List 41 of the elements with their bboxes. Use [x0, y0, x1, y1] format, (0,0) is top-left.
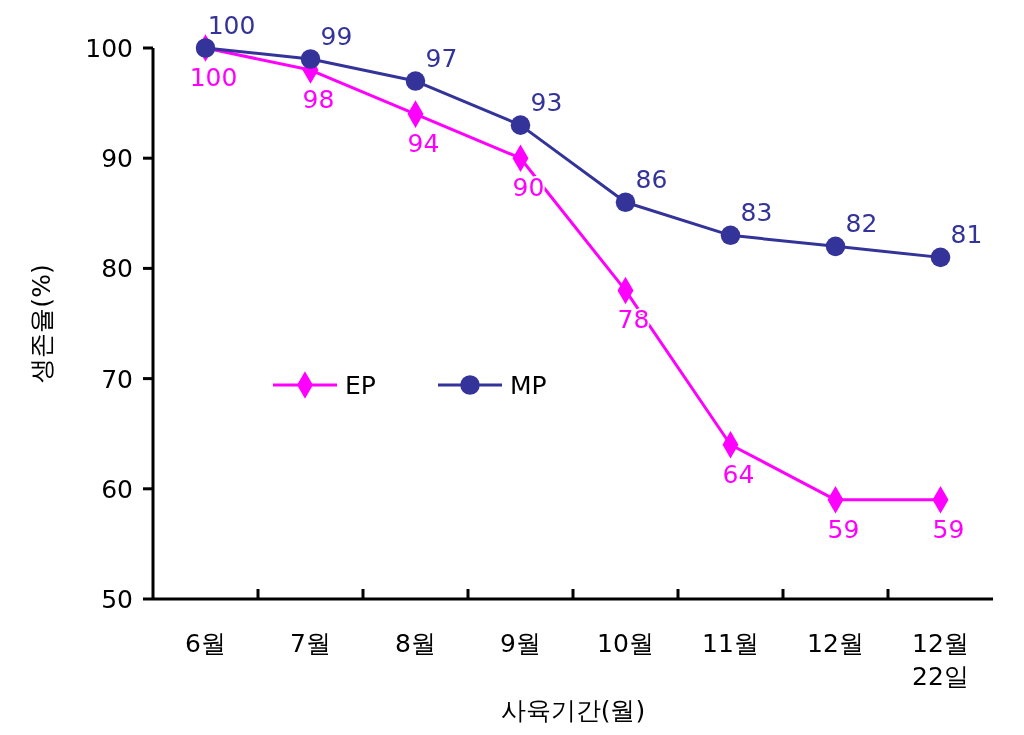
- point: [825, 236, 846, 257]
- x-tick-label: 7월: [290, 629, 331, 658]
- x-tick-label: 10월: [597, 629, 654, 658]
- point: [405, 71, 426, 91]
- y-tick-label: 100: [85, 34, 133, 63]
- x-tick-label: 12월 22일: [912, 629, 969, 691]
- data-label: 81: [950, 220, 983, 250]
- data-label: 100: [207, 11, 256, 40]
- data-label: 98: [302, 85, 335, 115]
- point: [195, 38, 216, 58]
- x-tick-label: 6월: [185, 629, 226, 658]
- data-label: 64: [722, 459, 755, 489]
- data-label: 97: [425, 44, 458, 74]
- data-label: 99: [320, 22, 353, 52]
- y-tick-label: 60: [101, 474, 133, 504]
- point: [930, 247, 951, 268]
- x-tick-label: 8월: [395, 629, 436, 658]
- x-tick-label: 9월: [500, 629, 541, 658]
- data-label: 59: [827, 514, 860, 544]
- legend-label: EP: [345, 371, 376, 400]
- y-tick-label: 50: [101, 585, 133, 614]
- data-label: 100: [189, 63, 238, 92]
- data-label: 90: [512, 173, 545, 203]
- data-label: 94: [407, 129, 440, 159]
- data-label: 93: [530, 88, 563, 118]
- point: [615, 192, 636, 213]
- y-tick-label: 90: [101, 144, 133, 174]
- x-tick-label: 12월: [807, 629, 864, 658]
- x-axis-title: 사육기간(월): [500, 696, 646, 725]
- y-tick-label: 80: [101, 254, 133, 284]
- data-label: 82: [845, 209, 878, 239]
- point: [510, 115, 531, 135]
- data-label: 59: [932, 514, 965, 544]
- legend-label: MP: [510, 371, 547, 400]
- data-label: 83: [740, 198, 773, 228]
- y-axis-title: 생존율(%): [27, 264, 56, 383]
- point: [720, 225, 741, 246]
- y-tick-label: 70: [101, 364, 133, 394]
- point: [300, 49, 321, 69]
- x-tick-label: 11월: [702, 629, 759, 658]
- data-label: 86: [635, 165, 668, 195]
